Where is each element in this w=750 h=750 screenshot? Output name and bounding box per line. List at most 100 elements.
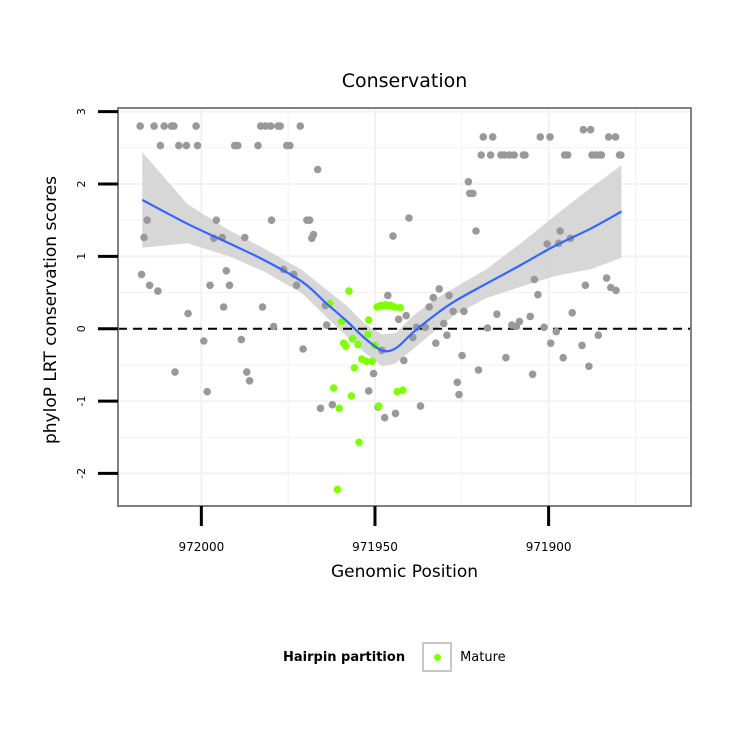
other-point <box>460 307 468 316</box>
other-point <box>150 122 158 130</box>
other-point <box>276 122 285 130</box>
y-tick-label: 1 <box>75 253 88 260</box>
mature-point <box>350 364 359 372</box>
mature-point <box>368 357 377 366</box>
other-point <box>474 366 483 374</box>
other-point <box>510 151 518 159</box>
other-point <box>530 275 539 284</box>
other-point <box>192 122 200 130</box>
other-point <box>171 368 179 376</box>
other-point <box>546 339 555 348</box>
other-point <box>322 321 331 329</box>
mature-point <box>399 386 407 395</box>
other-point <box>394 315 403 324</box>
other-point <box>286 141 294 150</box>
other-point <box>515 317 524 326</box>
other-point <box>380 413 389 422</box>
other-point <box>175 141 183 150</box>
mature-point <box>348 335 357 343</box>
x-tick-label: 971950 <box>352 540 398 554</box>
other-point <box>435 285 444 293</box>
other-point <box>219 303 228 311</box>
smooth-trend-line <box>141 198 623 353</box>
other-point <box>261 122 270 130</box>
other-point <box>212 216 221 224</box>
other-point <box>432 339 440 348</box>
other-point <box>402 311 411 320</box>
other-point <box>182 141 191 150</box>
mature-point <box>355 438 363 447</box>
other-point <box>546 133 554 141</box>
other-point <box>455 390 463 399</box>
other-point <box>136 122 144 130</box>
y-tick-label: 0 <box>75 325 88 332</box>
y-tick-label: -2 <box>75 468 88 479</box>
other-point <box>526 312 534 321</box>
x-axis-label: Genomic Position <box>330 562 479 582</box>
other-point <box>445 291 453 300</box>
other-point <box>486 151 495 159</box>
other-point <box>586 125 595 134</box>
other-point <box>156 141 165 150</box>
other-point <box>389 232 397 240</box>
mature-point <box>364 316 373 324</box>
mature-point <box>333 485 342 494</box>
other-point <box>296 122 305 130</box>
other-point <box>421 323 430 332</box>
other-point <box>313 165 322 174</box>
chart-title: Conservation <box>341 70 468 92</box>
other-point <box>384 291 392 300</box>
other-point <box>443 331 451 340</box>
other-point <box>243 368 251 376</box>
other-point <box>222 267 231 275</box>
other-point <box>299 345 307 353</box>
panel-border <box>117 107 692 507</box>
other-point <box>536 133 545 141</box>
y-tick-label: 2 <box>75 181 88 188</box>
mature-point <box>335 404 344 413</box>
other-point <box>154 287 162 295</box>
other-point <box>563 151 572 159</box>
other-point <box>469 189 477 198</box>
other-point <box>502 353 510 362</box>
scatter-points <box>136 122 625 494</box>
other-point <box>206 281 214 290</box>
other-point <box>400 356 408 365</box>
other-point <box>137 270 146 279</box>
mature-point <box>347 392 356 400</box>
other-point <box>267 216 276 224</box>
other-point <box>568 309 576 317</box>
x-tick-label: 972000 <box>178 540 224 554</box>
other-point <box>483 324 492 332</box>
other-point <box>579 125 588 134</box>
mature-point <box>396 303 405 312</box>
other-point <box>594 331 603 340</box>
other-point <box>292 281 301 290</box>
other-point <box>200 337 208 345</box>
other-point <box>581 281 590 290</box>
mature-point <box>375 402 383 410</box>
other-point <box>203 387 211 396</box>
other-point <box>479 133 488 141</box>
other-point <box>412 323 421 332</box>
other-point <box>184 309 192 318</box>
confidence-band <box>142 152 622 367</box>
other-point <box>140 233 148 242</box>
other-point <box>540 323 548 332</box>
other-point <box>488 133 497 141</box>
mature-point <box>342 342 350 350</box>
other-point <box>439 319 448 328</box>
y-tick-label: 3 <box>75 108 88 115</box>
other-point <box>477 151 486 159</box>
other-point <box>391 409 400 418</box>
other-point <box>453 378 462 387</box>
other-point <box>604 133 613 141</box>
other-point <box>316 404 325 413</box>
other-point <box>425 303 434 311</box>
other-point <box>500 151 509 159</box>
legend-key-mature <box>422 642 453 672</box>
other-point <box>552 327 561 336</box>
other-point <box>143 216 151 224</box>
legend: Hairpin partition Mature <box>283 640 506 674</box>
